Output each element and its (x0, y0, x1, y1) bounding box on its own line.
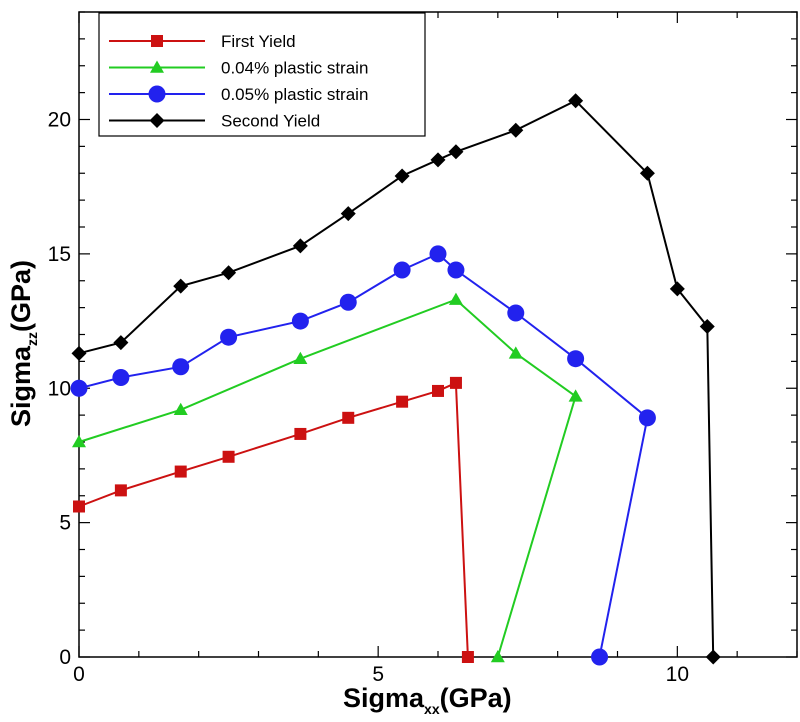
legend-label: First Yield (221, 32, 296, 51)
data-point (221, 265, 237, 281)
x-tick-label: 0 (73, 663, 85, 686)
series-circle (70, 245, 656, 666)
data-point (73, 500, 85, 513)
data-point (394, 168, 410, 184)
legend-box (98, 12, 426, 137)
y-tick-label: 0 (59, 646, 71, 669)
data-point (292, 238, 308, 254)
y-tick-label: 15 (48, 243, 71, 266)
series-line (78, 298, 577, 658)
data-point (567, 350, 585, 368)
data-point (669, 281, 685, 297)
data-point (222, 450, 235, 463)
data-point (507, 304, 525, 322)
data-point (639, 165, 655, 181)
legend-label: Second Yield (221, 112, 320, 131)
data-point (72, 435, 86, 448)
data-point (429, 245, 447, 263)
legend-label: 0.04% plastic strain (221, 59, 368, 78)
data-point (173, 278, 189, 294)
data-point (174, 465, 187, 478)
data-point (112, 369, 130, 386)
data-series (70, 93, 721, 666)
data-point (342, 411, 355, 424)
legend-label: 0.05% plastic strain (221, 85, 368, 104)
series-diamond (71, 93, 721, 665)
series-line (78, 252, 649, 658)
data-point (71, 345, 87, 361)
data-point (393, 261, 411, 279)
series-triangle (72, 292, 583, 663)
data-point (568, 93, 584, 109)
data-point (699, 318, 715, 334)
data-point (568, 389, 583, 402)
circle-marker (148, 85, 166, 103)
legend: First Yield 0.04% plastic strain 0.05% pla… (98, 12, 426, 137)
y-axis-title-unit: (GPa) (6, 260, 36, 332)
data-point (70, 379, 88, 397)
y-axis-title-subscript: zz (24, 332, 40, 346)
data-point (448, 144, 464, 160)
y-tick-label: 20 (48, 109, 71, 132)
y-axis-title: Sigmazz(GPa) (6, 260, 40, 427)
data-point (430, 152, 446, 168)
data-point (638, 409, 656, 427)
data-point (508, 122, 524, 138)
data-point (113, 335, 129, 351)
data-point (432, 384, 444, 397)
square-marker (151, 35, 163, 47)
diamond-marker (149, 113, 165, 128)
y-tick-label: 5 (59, 512, 71, 535)
data-point (396, 395, 409, 408)
data-point (461, 651, 474, 663)
data-point (591, 648, 609, 666)
y-axis-title-base: Sigma (6, 345, 36, 427)
data-point (172, 358, 190, 376)
data-point (293, 351, 308, 364)
data-point (294, 427, 307, 440)
series-line (78, 99, 715, 658)
data-point (449, 376, 462, 389)
y-tick-label: 10 (48, 377, 71, 400)
data-point (340, 206, 356, 222)
axis-titles: Sigmaxx(GPa)Sigmazz(GPa) (6, 260, 512, 717)
data-point (508, 346, 523, 359)
data-point (447, 261, 465, 279)
data-point (705, 649, 721, 665)
x-axis-title-subscript: xx (424, 701, 440, 717)
series-line (78, 381, 469, 658)
data-point (291, 312, 309, 330)
data-point (220, 328, 238, 346)
x-tick-label: 5 (372, 663, 384, 686)
x-tick-label: 10 (666, 663, 689, 686)
x-axis-title-base: Sigma (343, 683, 425, 713)
data-point (339, 293, 357, 311)
series-square (73, 376, 474, 663)
triangle-marker (150, 60, 164, 73)
data-point (173, 402, 188, 415)
x-axis-title-unit: (GPa) (440, 683, 512, 713)
data-point (448, 292, 463, 305)
x-axis-title: Sigmaxx(GPa) (343, 683, 512, 717)
data-point (490, 650, 505, 663)
data-point (114, 484, 127, 497)
